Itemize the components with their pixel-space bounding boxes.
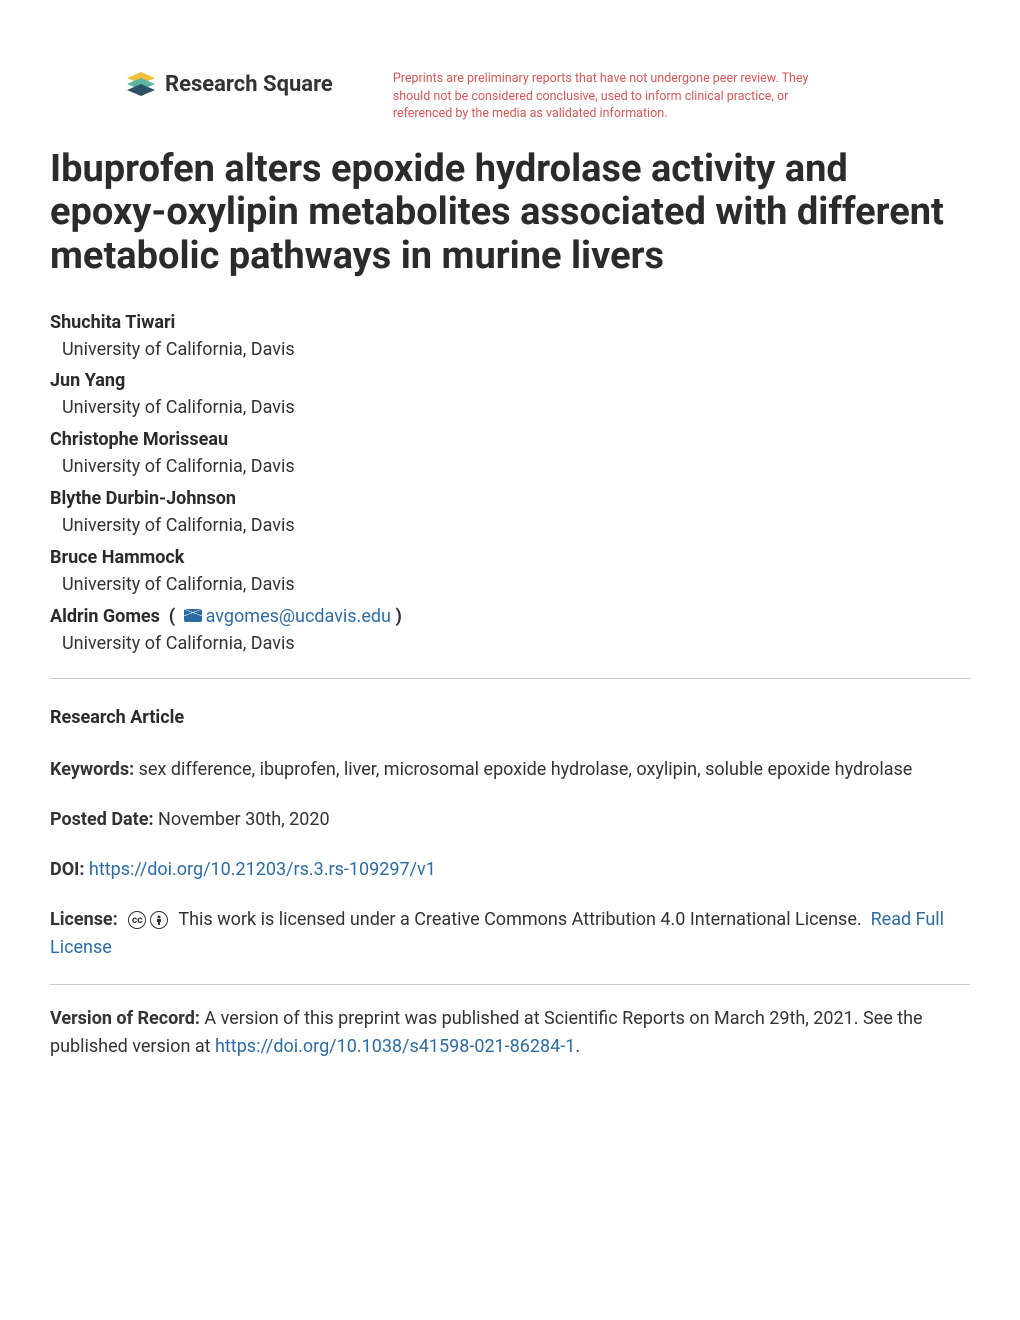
- author-affiliation: University of California, Davis: [50, 336, 970, 365]
- author: Blythe Durbin-Johnson University of Cali…: [50, 485, 970, 541]
- posted-date-row: Posted Date: November 30th, 2020: [50, 806, 970, 834]
- author-list: Shuchita Tiwari University of California…: [50, 309, 970, 659]
- posted-date-value: November 30th, 2020: [158, 809, 330, 830]
- author-affiliation: University of California, Davis: [50, 512, 970, 541]
- cc-by-icon: [150, 911, 168, 929]
- doi-row: DOI: https://doi.org/10.21203/rs.3.rs-10…: [50, 856, 970, 884]
- cc-icons: cc: [128, 911, 168, 929]
- doi-link[interactable]: https://doi.org/10.21203/rs.3.rs-109297/…: [89, 859, 436, 880]
- license-label: License:: [50, 909, 118, 930]
- author-name: Jun Yang: [50, 367, 970, 394]
- author-affiliation: University of California, Davis: [50, 571, 970, 600]
- version-label: Version of Record:: [50, 1008, 200, 1029]
- author-name: Shuchita Tiwari: [50, 309, 970, 336]
- cc-icon: cc: [128, 911, 146, 929]
- author-name: Bruce Hammock: [50, 544, 970, 571]
- author-name: Christophe Morisseau: [50, 426, 970, 453]
- author-name: Blythe Durbin-Johnson: [50, 485, 970, 512]
- version-of-record-row: Version of Record: A version of this pre…: [50, 1005, 970, 1061]
- version-text-after: .: [575, 1036, 580, 1057]
- keywords-label: Keywords:: [50, 759, 134, 780]
- author: Bruce Hammock University of California, …: [50, 544, 970, 600]
- author-corresponding: Aldrin Gomes ( avgomes@ucdavis.edu ) Uni…: [50, 603, 970, 659]
- license-text: This work is licensed under a Creative C…: [178, 909, 861, 930]
- article-title: Ibuprofen alters epoxide hydrolase activ…: [50, 148, 970, 279]
- keywords-row: Keywords: sex difference, ibuprofen, liv…: [50, 756, 970, 784]
- author-affiliation: University of California, Davis: [50, 630, 970, 659]
- author-affiliation: University of California, Davis: [50, 453, 970, 482]
- brand-logo[interactable]: Research Square: [125, 70, 333, 98]
- version-link[interactable]: https://doi.org/10.1038/s41598-021-86284…: [215, 1036, 575, 1057]
- author: Christophe Morisseau University of Calif…: [50, 426, 970, 482]
- section-divider: [50, 984, 970, 985]
- author: Jun Yang University of California, Davis: [50, 367, 970, 423]
- preprint-disclaimer: Preprints are preliminary reports that h…: [393, 70, 823, 123]
- license-row: License: cc This work is licensed under …: [50, 906, 970, 962]
- brand-name: Research Square: [165, 72, 333, 97]
- article-type: Research Article: [50, 707, 970, 728]
- posted-date-label: Posted Date:: [50, 809, 154, 830]
- logo-mark-icon: [125, 70, 157, 98]
- author-name: Aldrin Gomes ( avgomes@ucdavis.edu ): [50, 603, 970, 630]
- email-icon: [184, 609, 202, 622]
- keywords-value: sex difference, ibuprofen, liver, micros…: [139, 759, 913, 780]
- author-affiliation: University of California, Davis: [50, 394, 970, 423]
- header: Research Square Preprints are preliminar…: [50, 70, 970, 123]
- author-email-link[interactable]: avgomes@ucdavis.edu: [206, 606, 391, 627]
- section-divider: [50, 678, 970, 679]
- doi-label: DOI:: [50, 859, 84, 880]
- author: Shuchita Tiwari University of California…: [50, 309, 970, 365]
